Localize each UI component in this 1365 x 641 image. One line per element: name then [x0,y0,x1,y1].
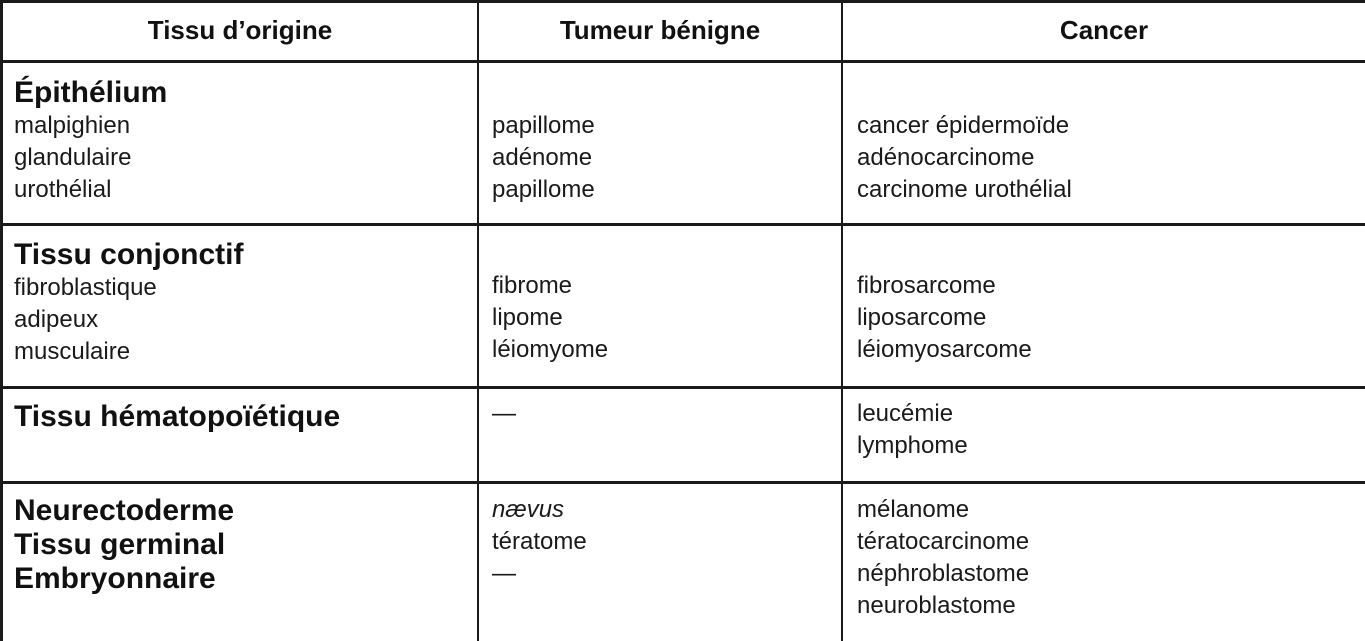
subtype-label: fibroblastique [14,274,157,301]
row-hematopoietic-cancer: leucémie lymphome [857,398,1357,462]
cancer-type: lymphome [857,432,968,459]
row-hematopoietic-benign: — [492,398,837,430]
cancer-type: liposarcome [857,304,987,331]
benign-tumor: adénome [492,144,593,171]
benign-tumor: — [492,400,516,427]
category-label: Tissu hématopoïétique [14,400,341,433]
table-top-border [0,0,1365,3]
row-conjunctive-origin: Tissu conjonctif fibroblastique adipeux … [14,238,474,368]
row3-bottom-border [0,481,1365,484]
row-conjunctive-cancer: fibrosarcome liposarcome léiomyosarcome [857,270,1357,366]
category-label: Épithélium [14,76,168,109]
column-divider-1 [477,0,479,641]
benign-tumor: lipome [492,304,563,331]
subtype-label: adipeux [14,306,99,333]
cancer-type: adénocarcinome [857,144,1035,171]
cancer-type: fibrosarcome [857,272,996,299]
cancer-type: carcinome urothélial [857,176,1072,203]
category-label: Embryonnaire [14,562,216,595]
category-label: Tissu germinal [14,528,226,561]
row-neurectoderm-cancer: mélanome tératocarcinome néphroblastome … [857,494,1357,622]
row-neurectoderm-origin: Neurectoderme Tissu germinal Embryonnair… [14,494,474,596]
header-cancer: Cancer [1059,15,1149,45]
benign-tumor: léiomyome [492,336,609,363]
benign-tumor: papillome [492,176,595,203]
benign-tumor: tératome [492,528,587,555]
cancer-type: leucémie [857,400,954,427]
row-neurectoderm-benign: nævus tératome — [492,494,837,590]
category-label: Tissu conjonctif [14,238,244,271]
cancer-type: cancer épidermoïde [857,112,1070,139]
benign-tumor: nævus [492,496,565,523]
cancer-type: tératocarcinome [857,528,1030,555]
table-left-border [0,0,3,641]
category-label: Neurectoderme [14,494,235,527]
row-conjunctive-benign: fibrome lipome léiomyome [492,270,837,366]
subtype-label: urothélial [14,176,112,203]
header-origin: Tissu d’origine [147,15,333,45]
row-hematopoietic-origin: Tissu hématopoïétique [14,400,474,434]
cancer-type: neuroblastome [857,592,1016,619]
header-benign: Tumeur bénigne [559,15,761,45]
subtype-label: malpighien [14,112,131,139]
cancer-type: néphroblastome [857,560,1030,587]
row2-bottom-border [0,386,1365,389]
row-epithelium-cancer: cancer épidermoïde adénocarcinome carcin… [857,110,1357,206]
row1-bottom-border [0,223,1365,226]
benign-tumor: — [492,560,516,587]
subtype-label: glandulaire [14,144,132,171]
benign-tumor: fibrome [492,272,573,299]
cancer-type: léiomyosarcome [857,336,1032,363]
column-divider-2 [841,0,843,641]
row-epithelium-benign: papillome adénome papillome [492,110,837,206]
header-bottom-border [0,60,1365,63]
subtype-label: musculaire [14,338,131,365]
benign-tumor: papillome [492,112,595,139]
cancer-type: mélanome [857,496,970,523]
row-epithelium-origin: Épithélium malpighien glandulaire urothé… [14,76,474,206]
